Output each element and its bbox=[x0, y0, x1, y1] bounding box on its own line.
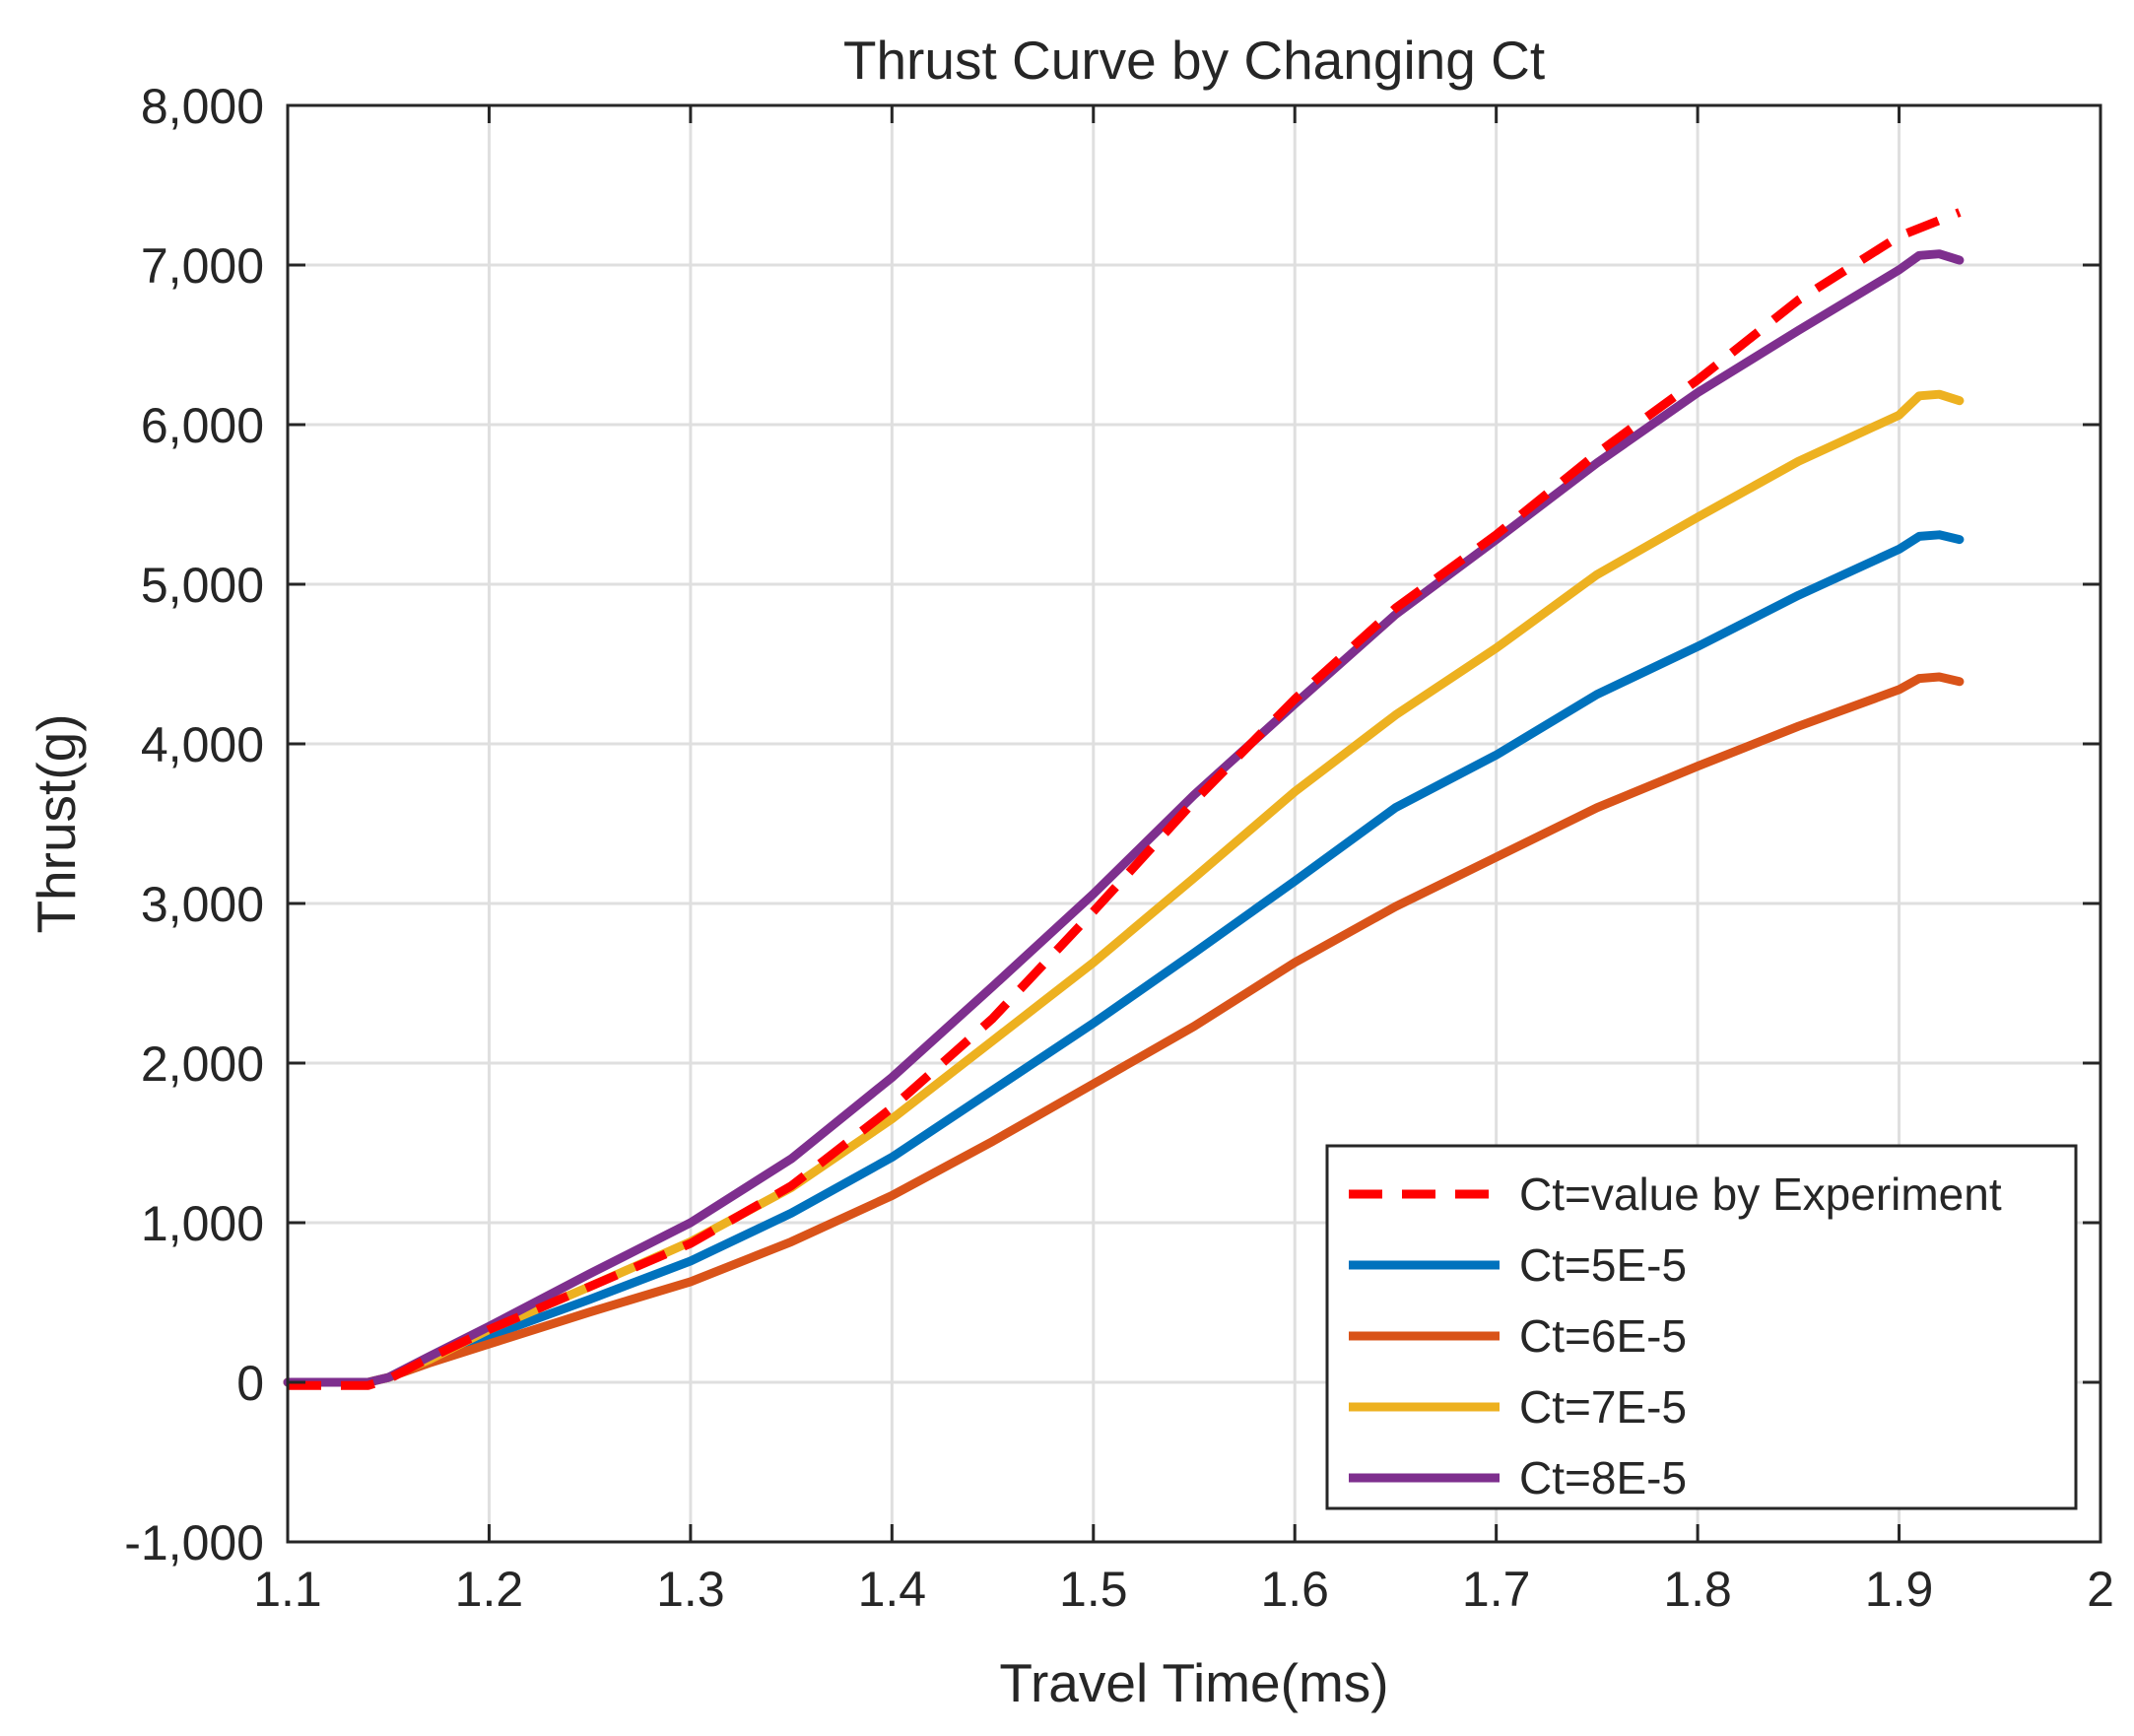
series-line-ct-6e-5 bbox=[283, 672, 1965, 1387]
y-tick-label: 7,000 bbox=[141, 238, 264, 294]
x-tick-label: 1.1 bbox=[253, 1562, 322, 1617]
x-tick-label: 1.8 bbox=[1663, 1562, 1732, 1617]
y-tick-label: 8,000 bbox=[141, 79, 264, 134]
x-tick-label: 1.4 bbox=[858, 1562, 927, 1617]
x-tick-label: 1.6 bbox=[1260, 1562, 1329, 1617]
y-tick-label: 2,000 bbox=[141, 1036, 264, 1092]
x-tick-label: 1.2 bbox=[455, 1562, 524, 1617]
y-tick-label: 1,000 bbox=[141, 1196, 264, 1251]
series-layer bbox=[283, 208, 1965, 1390]
legend-label: Ct=6E-5 bbox=[1519, 1310, 1687, 1362]
legend-label: Ct=8E-5 bbox=[1519, 1452, 1687, 1503]
legend: Ct=value by Experiment Ct=5E-5 Ct=6E-5 Ct=7… bbox=[1325, 1144, 2078, 1510]
chart-title: Thrust Curve by Changing Ct bbox=[843, 30, 1545, 91]
x-axis-label: Travel Time(ms) bbox=[999, 1652, 1388, 1713]
legend-label: Ct=value by Experiment bbox=[1519, 1168, 2002, 1220]
legend-box bbox=[1325, 1144, 2078, 1510]
y-tick-label: 3,000 bbox=[141, 877, 264, 932]
series-line-ct-value-by-experiment bbox=[288, 208, 1962, 1390]
legend-label: Ct=7E-5 bbox=[1519, 1381, 1687, 1433]
plot-area-frame bbox=[286, 103, 2102, 1544]
y-tick-label: 0 bbox=[236, 1356, 264, 1411]
x-tick-label: 1.3 bbox=[656, 1562, 725, 1617]
x-tick-label: 1.5 bbox=[1059, 1562, 1128, 1617]
x-tick-label: 2 bbox=[2087, 1562, 2114, 1617]
y-tick-label: 4,000 bbox=[141, 717, 264, 772]
tick-layer: 1.1 1.2 1.3 1.4 1.5 1.6 1.7 1.8 1.9 2 -1,000 0 1,000… bbox=[124, 79, 2114, 1617]
legend-label: Ct=5E-5 bbox=[1519, 1239, 1687, 1291]
y-axis-label: Thrust(g) bbox=[26, 713, 87, 933]
y-tick-label: 5,000 bbox=[141, 558, 264, 613]
y-tick-label: 6,000 bbox=[141, 398, 264, 453]
x-tick-label: 1.9 bbox=[1865, 1562, 1934, 1617]
x-tick-label: 1.7 bbox=[1462, 1562, 1531, 1617]
y-tick-label: -1,000 bbox=[124, 1515, 264, 1570]
